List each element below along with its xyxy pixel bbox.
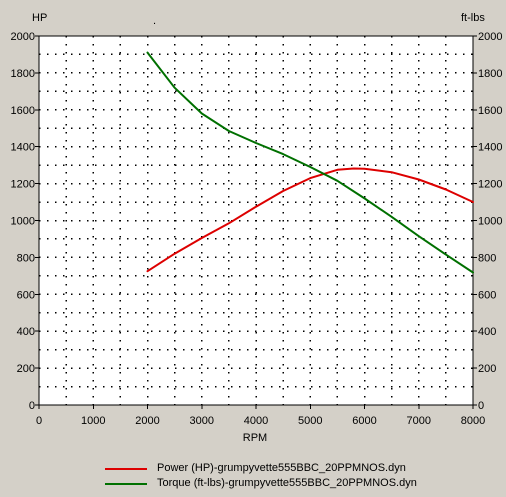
y-tick-label-right: 400: [478, 326, 496, 338]
y-tick-label-right: 800: [478, 252, 496, 264]
y-tick-label-left: 1200: [11, 179, 35, 191]
legend-label-power: Power (HP)-grumpyvette555BBC_20PPMNOS.dy…: [157, 462, 406, 474]
y-tick-label-right: 1800: [478, 68, 502, 80]
series: [146, 51, 474, 274]
y-tick-label-right: 1200: [478, 179, 502, 191]
y-tick-label-right: 0: [478, 400, 484, 412]
x-axis-label: RPM: [243, 432, 267, 444]
y-tick-label-left: 1800: [11, 68, 35, 80]
y-tick-label-left: 1600: [11, 105, 35, 117]
x-tick-label: 1000: [81, 415, 105, 427]
y-tick-label-right: 1000: [478, 216, 502, 228]
x-tick-label: 0: [36, 415, 42, 427]
legend-item-torque: Torque (ft-lbs)-grumpyvette555BBC_20PPMN…: [105, 477, 485, 492]
legend-label-torque: Torque (ft-lbs)-grumpyvette555BBC_20PPMN…: [157, 477, 417, 489]
x-tick-label: 6000: [352, 415, 376, 427]
y-tick-label-right: 1600: [478, 105, 502, 117]
y-tick-label-right: 1400: [478, 142, 502, 154]
grid: [39, 36, 473, 405]
torque-line: [146, 51, 474, 274]
legend: Power (HP)-grumpyvette555BBC_20PPMNOS.dy…: [105, 462, 485, 492]
chart-title: .: [153, 15, 156, 27]
x-tick-label: 5000: [298, 415, 322, 427]
legend-swatch-power: [105, 468, 147, 470]
y-tick-label-left: 1000: [11, 216, 35, 228]
y-tick-label-left: 400: [17, 326, 35, 338]
y-tick-label-left: 1400: [11, 142, 35, 154]
legend-swatch-torque: [105, 483, 147, 485]
y-axis-label-left: HP: [32, 12, 47, 24]
y-tick-label-left: 200: [17, 363, 35, 375]
x-tick-label: 4000: [244, 415, 268, 427]
y-tick-label-right: 600: [478, 289, 496, 301]
y-tick-label-left: 600: [17, 289, 35, 301]
x-tick-label: 2000: [135, 415, 159, 427]
y-tick-label-right: 200: [478, 363, 496, 375]
y-tick-label-left: 800: [17, 252, 35, 264]
x-tick-label: 8000: [461, 415, 485, 427]
y-tick-label-right: 2000: [478, 31, 502, 43]
y-axis-label-right: ft-lbs: [461, 12, 485, 24]
legend-item-power: Power (HP)-grumpyvette555BBC_20PPMNOS.dy…: [105, 462, 485, 477]
y-tick-label-left: 2000: [11, 31, 35, 43]
y-tick-label-left: 0: [29, 400, 35, 412]
x-tick-label: 7000: [407, 415, 431, 427]
x-tick-label: 3000: [190, 415, 214, 427]
